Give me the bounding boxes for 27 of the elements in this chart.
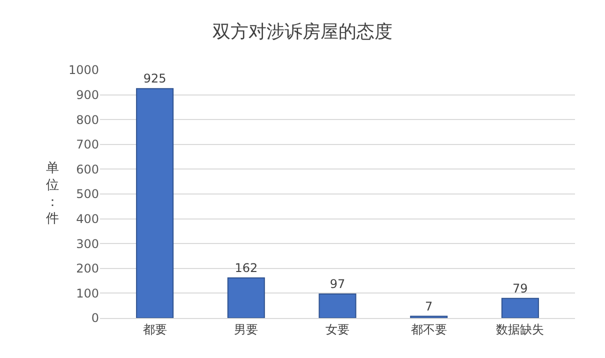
chart-title: 双方对涉诉房屋的态度 [212,22,392,43]
bar [136,88,174,318]
y-tick-label: 600 [76,162,99,176]
bar [318,293,356,318]
x-tick-label: 都不要 [410,322,447,336]
x-tick-label: 数据缺失 [496,322,544,336]
y-tick-label: 400 [76,212,99,226]
y-tick-label: 800 [76,112,99,127]
y-axis-title: 单位：件 [46,161,59,227]
data-label: 925 [143,72,166,86]
bar [501,298,539,318]
x-tick-label: 女要 [326,322,350,336]
data-label: 79 [512,281,528,296]
data-label: 97 [330,276,346,291]
data-label: 7 [425,299,433,314]
y-tick-label: 200 [76,262,99,276]
y-tick-label: 900 [76,88,99,102]
bar [227,277,265,318]
x-tick-label: 都要 [142,322,167,336]
y-tick-label: 500 [76,187,99,202]
x-tick-label: 男要 [234,322,258,336]
y-tick-label: 100 [76,286,99,300]
y-tick-label: 0 [91,311,99,326]
data-label: 162 [234,260,258,275]
y-tick-label: 700 [76,138,99,152]
y-tick-label: 300 [76,236,99,251]
y-tick-label: 1000 [68,63,99,78]
